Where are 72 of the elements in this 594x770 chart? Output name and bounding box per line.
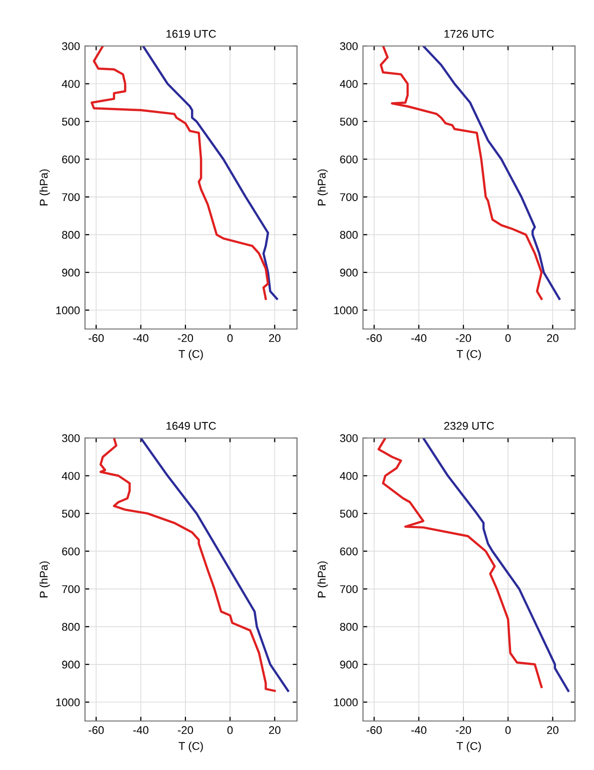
y-axis-title: P (hPa) bbox=[318, 169, 328, 206]
line-series bbox=[140, 438, 290, 692]
x-tick-label: 0 bbox=[227, 726, 233, 734]
y-tick-label: 500 bbox=[340, 118, 358, 126]
x-tick-label: -60 bbox=[88, 726, 104, 734]
y-tick-label: 1000 bbox=[334, 698, 358, 706]
y-tick-label: 800 bbox=[340, 622, 358, 631]
y-tick-label: 400 bbox=[340, 80, 358, 88]
x-tick-label: -40 bbox=[133, 726, 148, 734]
x-axis-title: T (C) bbox=[178, 742, 203, 752]
y-tick-label: 900 bbox=[340, 660, 358, 669]
y-tick-label: 800 bbox=[62, 622, 80, 631]
line-series bbox=[142, 46, 278, 300]
x-tick-label: -40 bbox=[411, 334, 426, 342]
y-tick-label: 800 bbox=[62, 230, 80, 239]
y-axis-title: P (hPa) bbox=[40, 561, 50, 598]
y-tick-label: 900 bbox=[62, 660, 80, 669]
y-tick-label: 1000 bbox=[56, 306, 80, 314]
x-tick-label: -20 bbox=[178, 334, 194, 342]
line-series bbox=[380, 46, 543, 300]
x-axis-title: T (C) bbox=[178, 350, 203, 360]
line-series bbox=[422, 438, 570, 692]
y-tick-label: 1000 bbox=[334, 306, 358, 314]
x-tick-label: 0 bbox=[227, 334, 233, 342]
y-tick-label: 600 bbox=[62, 547, 80, 556]
y-tick-label: 400 bbox=[62, 472, 80, 480]
y-tick-label: 600 bbox=[340, 547, 358, 556]
x-tick-label: 20 bbox=[269, 726, 280, 734]
chart-title: 1619 UTC bbox=[166, 30, 216, 38]
x-tick-label: -60 bbox=[366, 334, 382, 342]
chart-title: 2329 UTC bbox=[444, 422, 494, 430]
x-tick-label: -20 bbox=[456, 726, 472, 734]
y-tick-label: 700 bbox=[340, 193, 358, 202]
y-tick-label: 900 bbox=[62, 268, 80, 277]
y-tick-label: 300 bbox=[62, 42, 80, 50]
y-axis-title: P (hPa) bbox=[40, 169, 50, 206]
y-tick-label: 700 bbox=[62, 193, 80, 202]
y-tick-label: 700 bbox=[340, 585, 358, 594]
y-tick-label: 400 bbox=[340, 472, 358, 480]
line-series bbox=[90, 46, 270, 300]
x-axis-title: T (C) bbox=[456, 742, 481, 752]
y-tick-label: 300 bbox=[62, 434, 80, 442]
x-tick-label: 0 bbox=[505, 334, 511, 342]
y-tick-label: 600 bbox=[62, 155, 80, 164]
y-tick-label: 500 bbox=[62, 510, 80, 518]
y-tick-label: 400 bbox=[62, 80, 80, 88]
y-axis-title: P (hPa) bbox=[318, 561, 328, 598]
line-series bbox=[422, 46, 560, 300]
y-tick-label: 500 bbox=[340, 510, 358, 518]
x-tick-label: -60 bbox=[366, 726, 382, 734]
x-tick-label: -20 bbox=[178, 726, 194, 734]
line-series bbox=[378, 438, 543, 688]
y-tick-label: 800 bbox=[340, 230, 358, 239]
x-tick-label: -40 bbox=[411, 726, 426, 734]
x-axis-title: T (C) bbox=[456, 350, 481, 360]
x-tick-label: -40 bbox=[133, 334, 148, 342]
y-tick-label: 300 bbox=[340, 42, 358, 50]
x-tick-label: -20 bbox=[456, 334, 472, 342]
x-tick-label: -60 bbox=[88, 334, 104, 342]
y-tick-label: 700 bbox=[62, 585, 80, 594]
x-tick-label: 0 bbox=[505, 726, 511, 734]
y-tick-label: 600 bbox=[340, 155, 358, 164]
chart-title: 1649 UTC bbox=[166, 422, 216, 430]
x-tick-label: 20 bbox=[547, 726, 558, 734]
y-tick-label: 1000 bbox=[56, 698, 80, 706]
x-tick-label: 20 bbox=[547, 334, 558, 342]
x-tick-label: 20 bbox=[269, 334, 280, 342]
y-tick-label: 900 bbox=[340, 268, 358, 277]
chart-title: 1726 UTC bbox=[444, 30, 494, 38]
y-tick-label: 300 bbox=[340, 434, 358, 442]
line-series bbox=[100, 438, 276, 692]
y-tick-label: 500 bbox=[62, 118, 80, 126]
